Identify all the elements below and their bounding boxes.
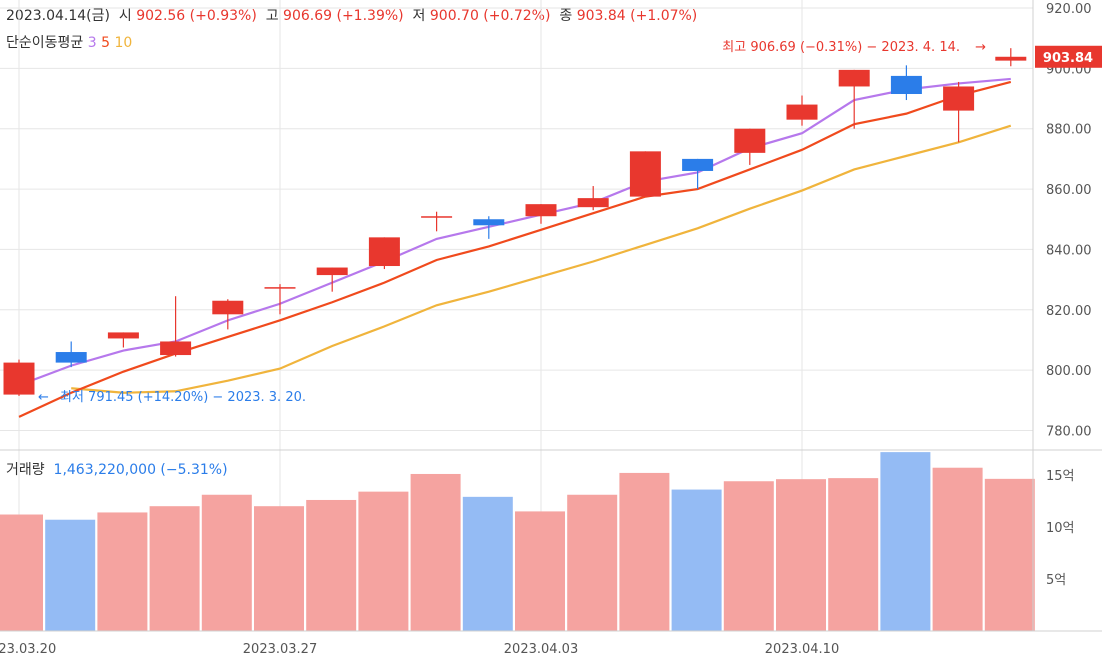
volume-bar <box>201 494 252 631</box>
volume-value: 1,463,220,000 (−5.31%) <box>53 462 228 478</box>
time-tick-label: 2023.04.10 <box>765 642 839 657</box>
ma5-legend[interactable]: 5 <box>101 35 111 51</box>
volume-tick-label: 15억 <box>1046 469 1075 484</box>
open-value: 902.56 (+0.93%) <box>136 8 257 24</box>
high-value: 906.69 (+1.39%) <box>283 8 404 24</box>
ma-legend[interactable]: 단순이동평균 3 5 10 <box>6 32 132 52</box>
volume-bar <box>97 512 148 631</box>
candle-body <box>473 219 505 226</box>
price-tick-label: 920.00 <box>1046 2 1092 17</box>
last-price-badge <box>1035 45 1102 68</box>
volume-tick-label: 5억 <box>1046 573 1066 588</box>
ma3-line <box>18 77 1011 387</box>
ohlc-header: 2023.04.14(금) 시 902.56 (+0.93%) 고 906.69… <box>6 5 697 25</box>
volume-label: 거래량 <box>6 462 45 478</box>
price-tick-label: 820.00 <box>1046 304 1092 319</box>
volume-bar <box>45 519 96 631</box>
candle-body <box>838 69 870 87</box>
volume-bar <box>0 514 43 631</box>
low-label: 저 <box>412 8 426 24</box>
candle-body <box>995 56 1027 61</box>
ma10-line <box>71 124 1012 394</box>
price-tick-label: 840.00 <box>1046 243 1092 258</box>
volume-bar <box>149 506 200 631</box>
volume-bar <box>515 511 565 631</box>
volume-bar <box>984 478 1035 631</box>
high-label: 고 <box>265 8 279 24</box>
volume-bar <box>932 467 983 631</box>
candle-body <box>212 300 244 315</box>
candle-body <box>316 267 348 276</box>
candle-body <box>160 341 192 356</box>
volume-bar <box>462 496 513 631</box>
low-annotation: 최저 791.45 (+14.20%) − 2023. 3. 20. <box>60 390 306 405</box>
candle-body <box>682 158 714 171</box>
volume-bars <box>0 452 1035 631</box>
candle-body <box>943 86 975 111</box>
volume-bar <box>880 452 931 631</box>
ma-legend-label: 단순이동평균 <box>6 35 84 51</box>
volume-bar <box>358 491 409 631</box>
volume-header: 거래량 1,463,220,000 (−5.31%) <box>6 459 228 479</box>
candle-body <box>525 204 557 217</box>
header-date: 2023.04.14(금) <box>6 8 110 24</box>
moving-average-lines <box>18 77 1012 418</box>
open-label: 시 <box>118 8 132 24</box>
high-annotation: 최고 906.69 (−0.31%) − 2023. 4. 14. <box>722 40 960 55</box>
ma10-legend[interactable]: 10 <box>114 35 133 51</box>
close-value: 903.84 (+1.07%) <box>576 8 698 24</box>
candle-body <box>577 198 609 208</box>
last-price-label: 903.84 <box>1043 51 1093 66</box>
volume-tick-label: 10억 <box>1046 521 1075 536</box>
candle-body <box>55 352 87 363</box>
candle-body <box>421 216 453 218</box>
candle-body <box>890 75 922 95</box>
candle-body <box>3 362 35 395</box>
candle-body <box>264 287 296 289</box>
candle-body <box>786 104 818 120</box>
time-tick-label: 2023.03.20 <box>0 642 56 657</box>
volume-bar <box>671 489 722 631</box>
candle-body <box>629 151 661 197</box>
volume-bar <box>776 479 826 631</box>
annotations: 최고 906.69 (−0.31%) − 2023. 4. 14. → ← 최저 79… <box>38 40 1102 405</box>
price-tick-label: 780.00 <box>1046 425 1092 440</box>
time-tick-label: 2023.04.03 <box>504 642 578 657</box>
candle-body <box>368 237 400 267</box>
low-annotation-arrow: ← <box>38 390 49 405</box>
price-tick-label: 880.00 <box>1046 123 1092 138</box>
volume-bar <box>828 478 879 631</box>
high-annotation-arrow: → <box>975 40 986 55</box>
time-tick-label: 2023.03.27 <box>243 642 317 657</box>
close-label: 종 <box>559 8 573 24</box>
volume-bar <box>723 481 774 631</box>
ma3-legend[interactable]: 3 <box>87 35 97 51</box>
volume-bar <box>619 472 670 631</box>
volume-bar <box>567 494 618 631</box>
price-tick-label: 800.00 <box>1046 364 1092 379</box>
low-value: 900.70 (+0.72%) <box>429 8 551 24</box>
volume-bar <box>410 473 461 631</box>
candle-body <box>734 128 766 153</box>
candlesticks <box>3 48 1027 396</box>
price-tick-label: 860.00 <box>1046 183 1092 198</box>
volume-bar <box>306 499 357 631</box>
volume-bar <box>254 506 304 631</box>
candle-body <box>107 332 139 339</box>
